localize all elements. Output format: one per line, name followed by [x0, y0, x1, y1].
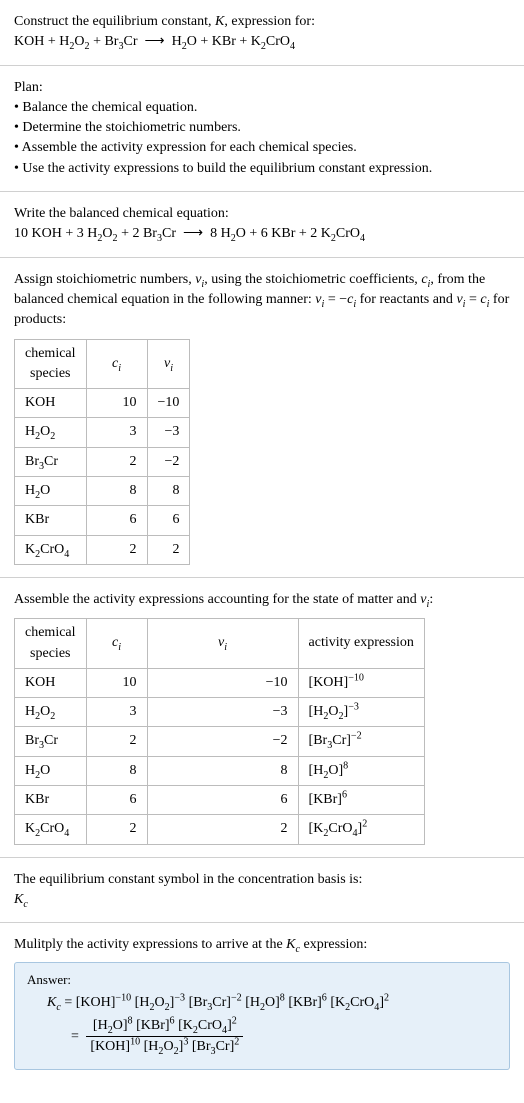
table-cell: 6	[147, 786, 298, 815]
section-intro: Construct the equilibrium constant, K, e…	[0, 0, 524, 66]
table-cell: 8	[86, 477, 147, 506]
answer-frac-den: [KOH]10 [H2O2]3 [Br3Cr]2	[86, 1037, 243, 1057]
activity-header-1: ci	[86, 619, 147, 669]
table-row: KOH10−10[KOH]−10	[15, 668, 425, 697]
table-cell: 8	[147, 756, 298, 785]
table-cell: −10	[147, 668, 298, 697]
table-row: K2CrO422	[15, 535, 190, 564]
table-cell: KBr	[15, 786, 87, 815]
table-cell: KOH	[15, 668, 87, 697]
activity-table: chemical species ci νi activity expressi…	[14, 618, 425, 844]
answer-frac-num: [H2O]8 [KBr]6 [K2CrO4]2	[86, 1016, 243, 1037]
symbol-line1: The equilibrium constant symbol in the c…	[14, 870, 510, 890]
table-row: Br3Cr2−2[Br3Cr]−2	[15, 727, 425, 756]
answer-box: Answer: Kc = [KOH]−10 [H2O2]−3 [Br3Cr]−2…	[14, 962, 510, 1071]
intro-line1: Construct the equilibrium constant, K, e…	[14, 12, 510, 32]
table-cell: Br3Cr	[15, 447, 87, 476]
stoich-para: Assign stoichiometric numbers, νi, using…	[14, 270, 510, 331]
table-cell: H2O2	[15, 418, 87, 447]
table-cell: H2O	[15, 477, 87, 506]
answer-eq2-prefix: =	[71, 1029, 82, 1044]
table-cell: 8	[86, 756, 147, 785]
section-stoich: Assign stoichiometric numbers, νi, using…	[0, 258, 524, 578]
table-cell: 2	[86, 815, 147, 844]
section-symbol: The equilibrium constant symbol in the c…	[0, 858, 524, 924]
balanced-equation: 10 KOH + 3 H2O2 + 2 Br3Cr ⟶ 8 H2O + 6 KB…	[14, 224, 510, 244]
table-cell: [KBr]6	[298, 786, 424, 815]
multiply-para: Mulitply the activity expressions to arr…	[14, 935, 510, 955]
table-cell: −3	[147, 418, 190, 447]
activity-tbody: KOH10−10[KOH]−10H2O23−3[H2O2]−3Br3Cr2−2[…	[15, 668, 425, 844]
section-answer: Mulitply the activity expressions to arr…	[0, 923, 524, 1082]
table-cell: [K2CrO4]2	[298, 815, 424, 844]
answer-prod: [KOH]−10 [H2O2]−3 [Br3Cr]−2 [H2O]8 [KBr]…	[76, 995, 389, 1010]
table-cell: 2	[86, 447, 147, 476]
plan-item-2: • Assemble the activity expression for e…	[14, 138, 510, 158]
activity-header-3: activity expression	[298, 619, 424, 669]
section-balanced: Write the balanced chemical equation: 10…	[0, 192, 524, 258]
activity-header-2: νi	[147, 619, 298, 669]
stoich-table: chemical species ci νi KOH10−10H2O23−3Br…	[14, 339, 190, 565]
activity-header-row: chemical species ci νi activity expressi…	[15, 619, 425, 669]
activity-para: Assemble the activity expressions accoun…	[14, 590, 510, 610]
table-row: KOH10−10	[15, 389, 190, 418]
table-cell: 3	[86, 698, 147, 727]
symbol-line2: Kc	[14, 890, 510, 910]
balanced-title: Write the balanced chemical equation:	[14, 204, 510, 224]
answer-fraction: [H2O]8 [KBr]6 [K2CrO4]2 [KOH]10 [H2O2]3 …	[86, 1016, 243, 1058]
table-row: H2O23−3	[15, 418, 190, 447]
table-cell: KOH	[15, 389, 87, 418]
stoich-header-0: chemical species	[15, 339, 87, 389]
activity-header-0: chemical species	[15, 619, 87, 669]
table-cell: H2O2	[15, 698, 87, 727]
stoich-header-2: νi	[147, 339, 190, 389]
answer-label: Answer:	[27, 971, 497, 990]
table-cell: 2	[147, 815, 298, 844]
section-activity: Assemble the activity expressions accoun…	[0, 578, 524, 858]
table-cell: KBr	[15, 506, 87, 535]
table-row: H2O88[H2O]8	[15, 756, 425, 785]
plan-title: Plan:	[14, 78, 510, 98]
stoich-header-1: ci	[86, 339, 147, 389]
table-row: H2O23−3[H2O2]−3	[15, 698, 425, 727]
table-cell: 2	[86, 535, 147, 564]
plan-item-1: • Determine the stoichiometric numbers.	[14, 118, 510, 138]
table-cell: H2O	[15, 756, 87, 785]
table-cell: [H2O2]−3	[298, 698, 424, 727]
table-cell: Br3Cr	[15, 727, 87, 756]
answer-line1: Kc = [KOH]−10 [H2O2]−3 [Br3Cr]−2 [H2O]8 …	[27, 993, 497, 1013]
table-cell: K2CrO4	[15, 535, 87, 564]
table-cell: −2	[147, 447, 190, 476]
table-cell: 2	[147, 535, 190, 564]
table-row: H2O88	[15, 477, 190, 506]
table-cell: 10	[86, 668, 147, 697]
table-cell: K2CrO4	[15, 815, 87, 844]
table-cell: −2	[147, 727, 298, 756]
table-cell: 10	[86, 389, 147, 418]
stoich-header-row: chemical species ci νi	[15, 339, 190, 389]
section-plan: Plan: • Balance the chemical equation. •…	[0, 66, 524, 192]
table-cell: [KOH]−10	[298, 668, 424, 697]
table-cell: 6	[147, 506, 190, 535]
intro-equation: KOH + H2O2 + Br3Cr ⟶ H2O + KBr + K2CrO4	[14, 32, 510, 52]
plan-item-0: • Balance the chemical equation.	[14, 98, 510, 118]
answer-line2: = [H2O]8 [KBr]6 [K2CrO4]2 [KOH]10 [H2O2]…	[27, 1016, 497, 1058]
table-row: Br3Cr2−2	[15, 447, 190, 476]
table-cell: 6	[86, 506, 147, 535]
table-cell: −3	[147, 698, 298, 727]
table-cell: 3	[86, 418, 147, 447]
table-cell: [Br3Cr]−2	[298, 727, 424, 756]
stoich-tbody: KOH10−10H2O23−3Br3Cr2−2H2O88KBr66K2CrO42…	[15, 389, 190, 565]
plan-item-3: • Use the activity expressions to build …	[14, 159, 510, 179]
table-cell: 8	[147, 477, 190, 506]
table-cell: −10	[147, 389, 190, 418]
table-row: K2CrO422[K2CrO4]2	[15, 815, 425, 844]
table-cell: 6	[86, 786, 147, 815]
table-cell: [H2O]8	[298, 756, 424, 785]
table-row: KBr66[KBr]6	[15, 786, 425, 815]
table-row: KBr66	[15, 506, 190, 535]
answer-lhs: Kc =	[47, 995, 76, 1010]
table-cell: 2	[86, 727, 147, 756]
